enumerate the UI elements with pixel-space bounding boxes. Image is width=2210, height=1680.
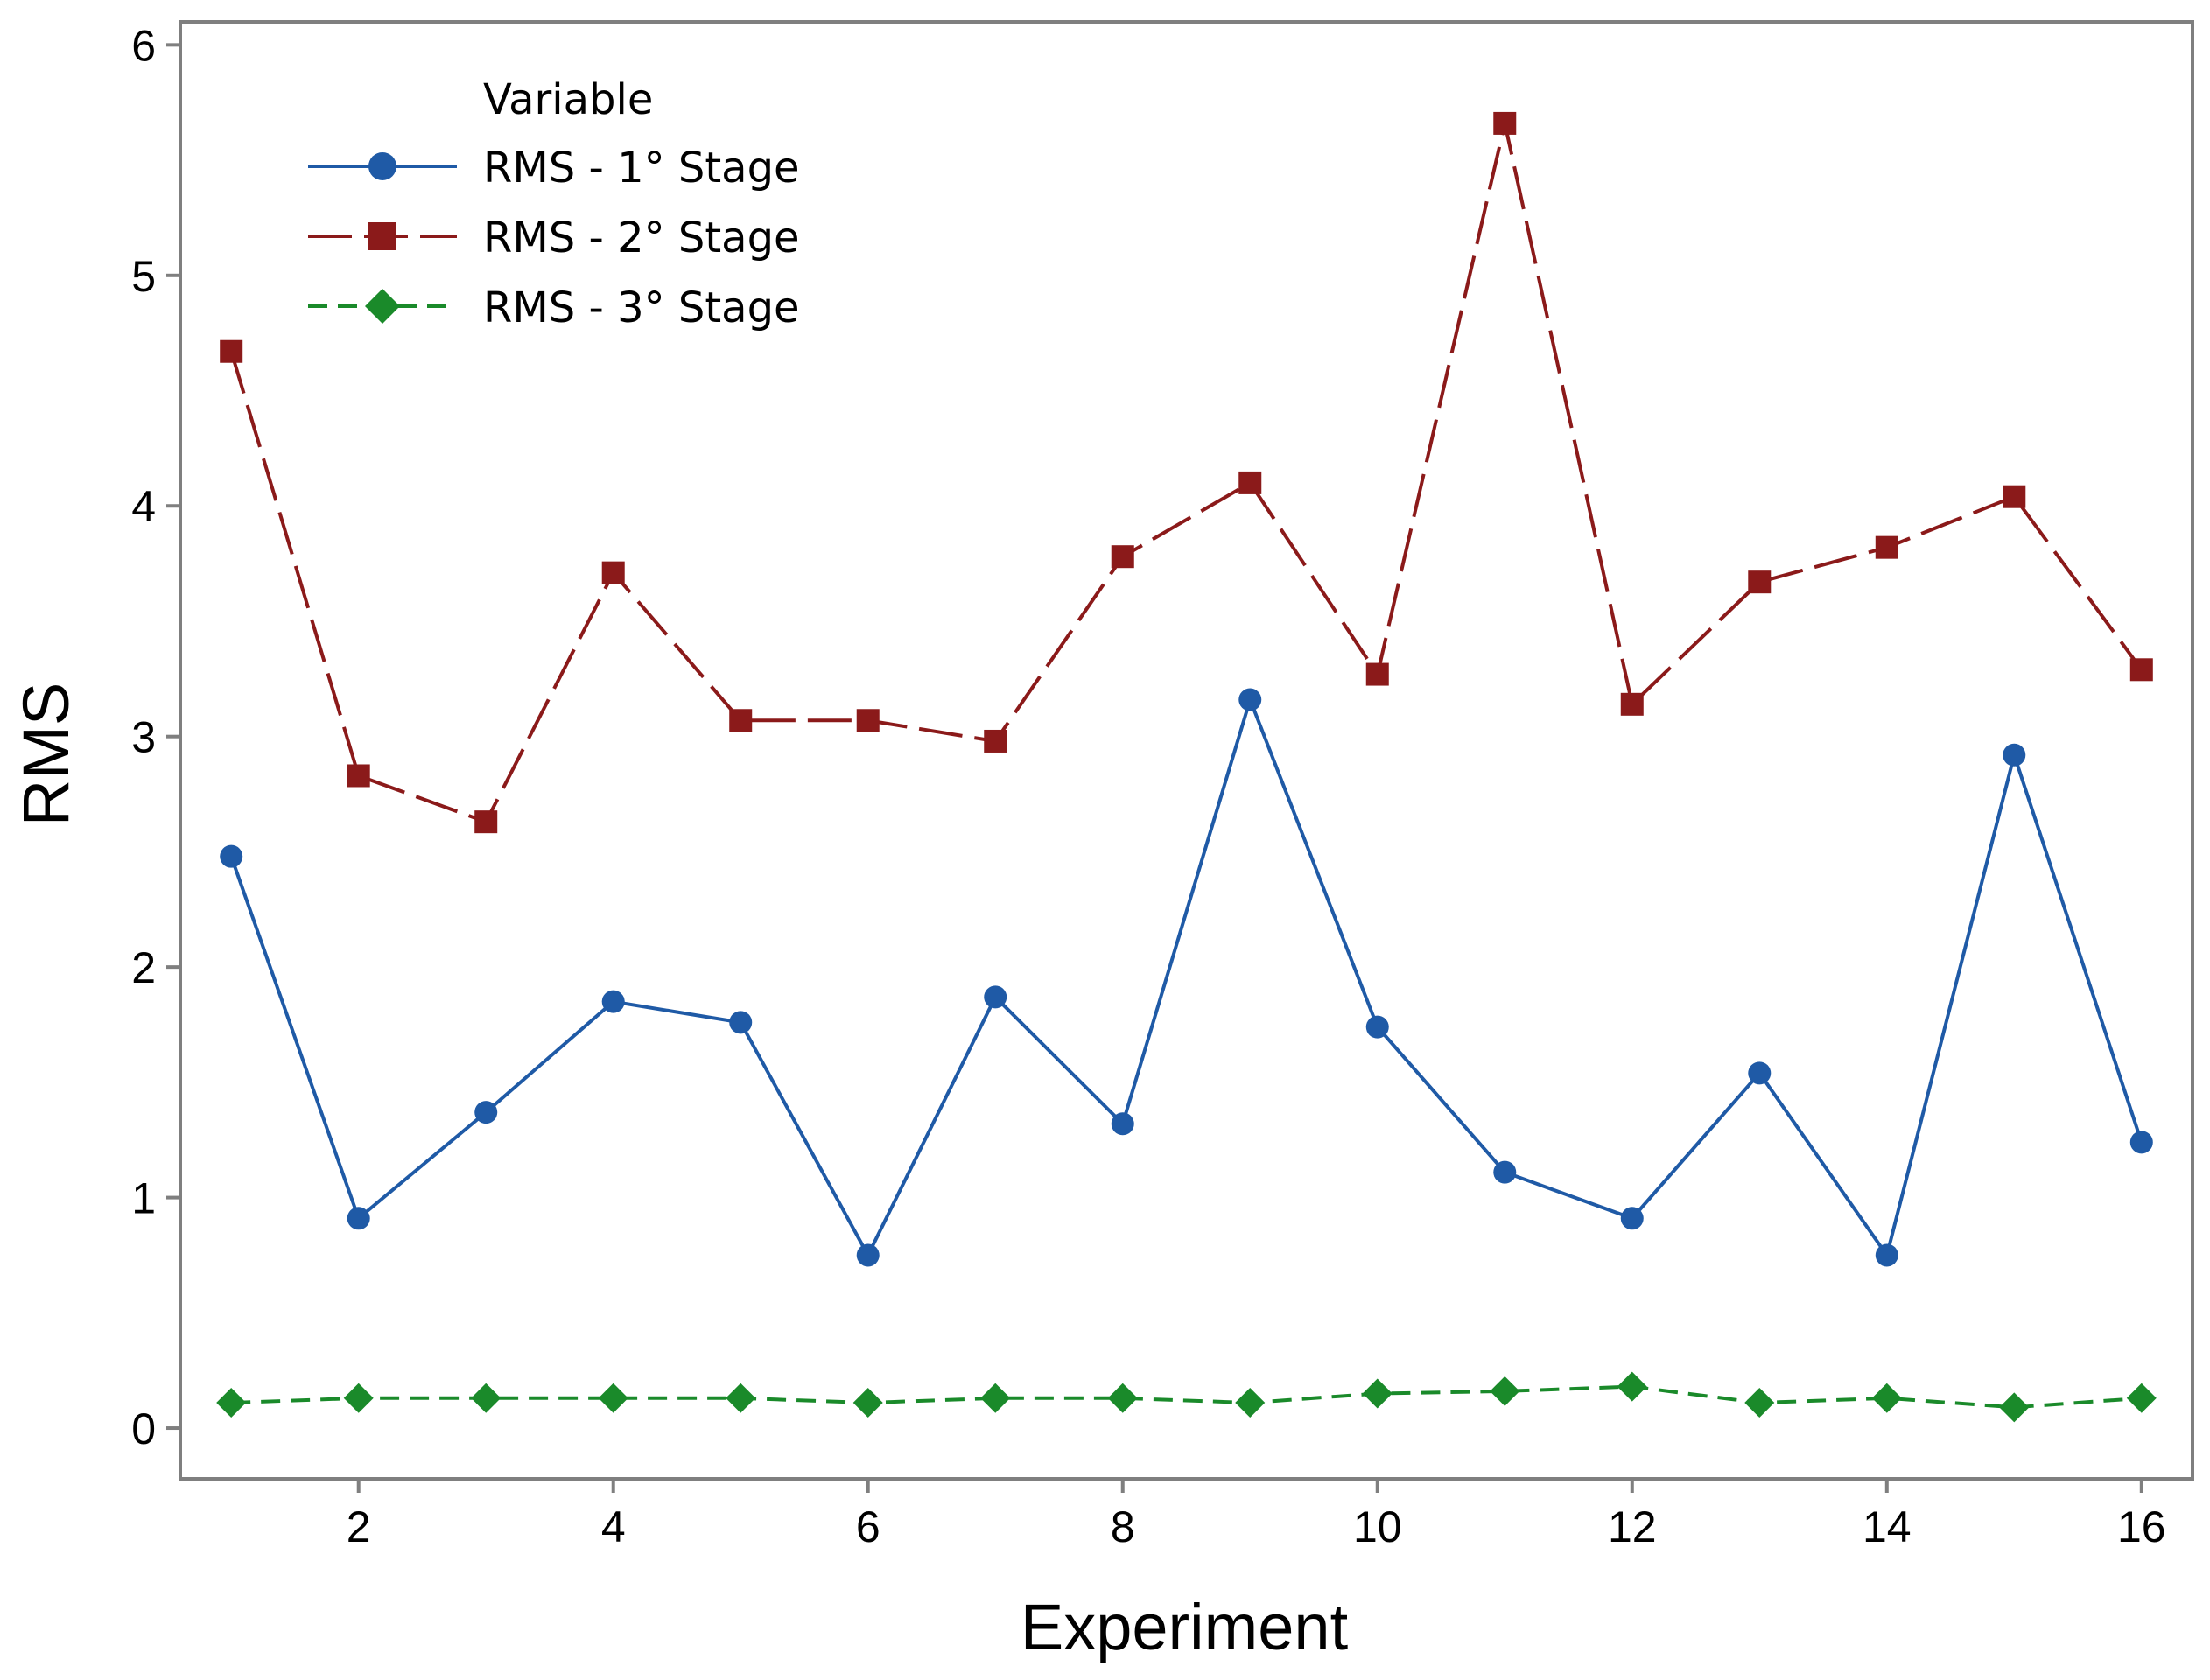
x-tick-label: 6 bbox=[856, 1502, 880, 1551]
data-point bbox=[601, 990, 625, 1013]
data-point bbox=[2129, 658, 2153, 682]
data-point bbox=[471, 1382, 502, 1413]
data-point bbox=[2129, 1130, 2153, 1154]
legend-label-stage-1: RMS - 1° Stage bbox=[483, 144, 800, 192]
x-tick-label: 8 bbox=[1111, 1502, 1135, 1551]
legend-title: Variable bbox=[483, 75, 653, 124]
data-point bbox=[1871, 1382, 1902, 1413]
data-point bbox=[980, 1382, 1011, 1413]
series-2 bbox=[220, 111, 2153, 834]
y-tick-label: 3 bbox=[131, 713, 156, 762]
data-point bbox=[1238, 688, 1262, 711]
y-axis-title: RMS bbox=[10, 682, 82, 826]
legend-entry-stage-1: RMS - 1° Stage bbox=[308, 144, 800, 192]
y-tick-label: 6 bbox=[131, 21, 156, 70]
series-3 bbox=[216, 1371, 2157, 1423]
data-point bbox=[1748, 1061, 1772, 1085]
data-point bbox=[220, 844, 243, 868]
data-point bbox=[1111, 545, 1134, 569]
data-point bbox=[1365, 1015, 1389, 1039]
data-point bbox=[1744, 1388, 1775, 1418]
legend: Variable RMS - 1° Stage RMS - 2° Stage R… bbox=[308, 75, 800, 332]
data-point bbox=[726, 1382, 756, 1413]
data-point bbox=[474, 1101, 498, 1124]
data-point bbox=[1238, 471, 1262, 494]
y-axis: 0 1 2 3 4 5 6 bbox=[131, 21, 180, 1453]
series-line-3 bbox=[231, 1384, 2142, 1410]
x-tick-label: 10 bbox=[1353, 1502, 1402, 1551]
data-point bbox=[1490, 1376, 1520, 1406]
data-point bbox=[1875, 536, 1898, 559]
data-point bbox=[1493, 1160, 1517, 1184]
data-point bbox=[1235, 1388, 1266, 1418]
data-point bbox=[729, 1011, 753, 1034]
legend-marker-stage-2 bbox=[368, 222, 396, 250]
x-axis: 2 4 6 8 10 12 14 16 bbox=[347, 1479, 2166, 1551]
data-point bbox=[1875, 1243, 1898, 1267]
y-tick-label: 0 bbox=[131, 1404, 156, 1453]
x-tick-label: 16 bbox=[2117, 1502, 2166, 1551]
data-point bbox=[216, 1388, 247, 1418]
data-point bbox=[343, 1382, 374, 1413]
legend-entry-stage-2: RMS - 2° Stage bbox=[308, 214, 800, 262]
data-point bbox=[984, 985, 1007, 1009]
x-tick-label: 12 bbox=[1608, 1502, 1657, 1551]
data-point bbox=[2003, 743, 2026, 766]
data-point bbox=[1365, 662, 1389, 686]
legend-marker-stage-1 bbox=[368, 152, 396, 180]
data-point bbox=[474, 810, 498, 834]
data-point bbox=[1362, 1378, 1393, 1409]
legend-label-stage-3: RMS - 3° Stage bbox=[483, 284, 800, 332]
series-layer bbox=[216, 111, 2157, 1423]
data-point bbox=[1493, 111, 1517, 135]
plot-frame bbox=[179, 20, 2194, 1480]
x-tick-label: 2 bbox=[347, 1502, 371, 1551]
y-tick-label: 5 bbox=[131, 252, 156, 301]
data-point bbox=[347, 764, 370, 788]
legend-label-stage-2: RMS - 2° Stage bbox=[483, 214, 800, 262]
data-point bbox=[220, 340, 243, 363]
x-tick-label: 4 bbox=[601, 1502, 626, 1551]
series-line-1 bbox=[229, 694, 2143, 1260]
data-point bbox=[347, 1207, 370, 1230]
data-point bbox=[1999, 1392, 2030, 1423]
data-point bbox=[856, 1243, 880, 1267]
data-point bbox=[1111, 1112, 1134, 1136]
x-tick-label: 14 bbox=[1863, 1502, 1912, 1551]
y-tick-label: 1 bbox=[131, 1174, 156, 1223]
data-point bbox=[601, 561, 625, 584]
x-axis-title: Experiment bbox=[1021, 1591, 1349, 1663]
data-point bbox=[1748, 570, 1772, 594]
y-tick-label: 2 bbox=[131, 943, 156, 992]
data-point bbox=[984, 729, 1007, 752]
data-point bbox=[2126, 1382, 2157, 1413]
data-point bbox=[1107, 1382, 1138, 1413]
series-1 bbox=[220, 688, 2153, 1267]
data-point bbox=[729, 709, 753, 732]
data-point bbox=[852, 1388, 883, 1418]
data-point bbox=[598, 1382, 628, 1413]
data-point bbox=[1620, 692, 1644, 716]
data-point bbox=[856, 709, 880, 732]
legend-marker-stage-3 bbox=[365, 289, 400, 324]
data-point bbox=[1617, 1371, 1647, 1402]
data-point bbox=[1620, 1207, 1644, 1230]
data-point bbox=[2003, 485, 2026, 508]
legend-entry-stage-3: RMS - 3° Stage bbox=[308, 284, 800, 332]
series-line-2 bbox=[229, 122, 2143, 824]
y-tick-label: 4 bbox=[131, 482, 156, 531]
